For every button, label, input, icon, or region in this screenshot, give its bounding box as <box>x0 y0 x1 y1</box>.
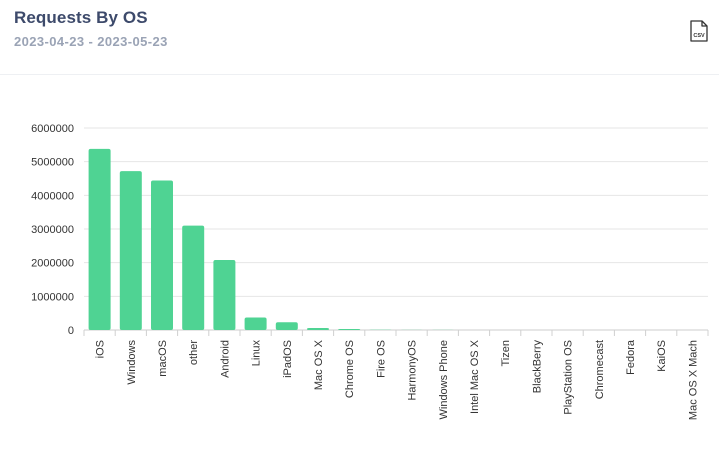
x-tick-label: Windows Phone <box>438 340 450 420</box>
x-tick-label: Linux <box>251 340 263 367</box>
x-tick-label: Mac OS X Mach <box>687 340 699 420</box>
x-tick-label: Chromecast <box>594 340 606 399</box>
bar-ipados <box>275 322 298 330</box>
csv-label: CSV <box>693 33 705 39</box>
x-tick-label: Tizen <box>500 340 512 367</box>
x-tick-label: BlackBerry <box>531 340 543 394</box>
x-tick-label: macOS <box>157 340 169 377</box>
bar-ios <box>88 148 111 330</box>
bar-chart: 0 1000000 2000000 3000000 4000000 5000000 6000… <box>31 123 709 420</box>
x-tick-label: Mac OS X <box>313 339 325 390</box>
date-range: 2023-04-23 - 2023-05-23 <box>14 34 168 49</box>
chart-title: Requests By OS <box>14 8 148 27</box>
bar-mac-os-x <box>307 327 329 330</box>
y-tick-label: 6000000 <box>31 123 74 135</box>
y-tick-label: 1000000 <box>31 291 74 303</box>
x-tick-label: Intel Mac OS X <box>469 339 481 414</box>
y-tick-label: 2000000 <box>31 258 74 270</box>
bar-android <box>213 259 236 330</box>
bar-macos <box>151 180 173 330</box>
y-tick-label: 3000000 <box>31 224 74 236</box>
x-tick-label: Windows <box>126 340 138 385</box>
bar-windows <box>119 171 142 330</box>
x-tick-label: PlayStation OS <box>563 340 575 415</box>
x-tick-label: Fire OS <box>375 340 387 378</box>
y-tick-label: 5000000 <box>31 157 74 169</box>
bar-other <box>182 225 205 330</box>
x-tick-label: Chrome OS <box>344 340 356 398</box>
x-tick-label: other <box>188 340 200 365</box>
y-tick-label: 0 <box>68 325 74 337</box>
csv-file-icon: CSV <box>690 20 708 42</box>
bar-linux <box>244 317 267 330</box>
x-tick-label: iOS <box>95 340 107 358</box>
csv-export-button[interactable]: CSV <box>688 19 710 43</box>
x-tick-label: HarmonyOS <box>407 340 419 401</box>
x-tick-label: iPadOS <box>282 340 294 378</box>
bar-chrome-os <box>338 328 361 330</box>
x-tick-label: Fedora <box>625 339 637 375</box>
x-tick-label: KaiOS <box>656 340 668 372</box>
x-tick-label: Android <box>219 340 231 378</box>
y-tick-label: 4000000 <box>31 190 74 202</box>
card-header: Requests By OS 2023-04-23 - 2023-05-23 C… <box>0 0 719 75</box>
